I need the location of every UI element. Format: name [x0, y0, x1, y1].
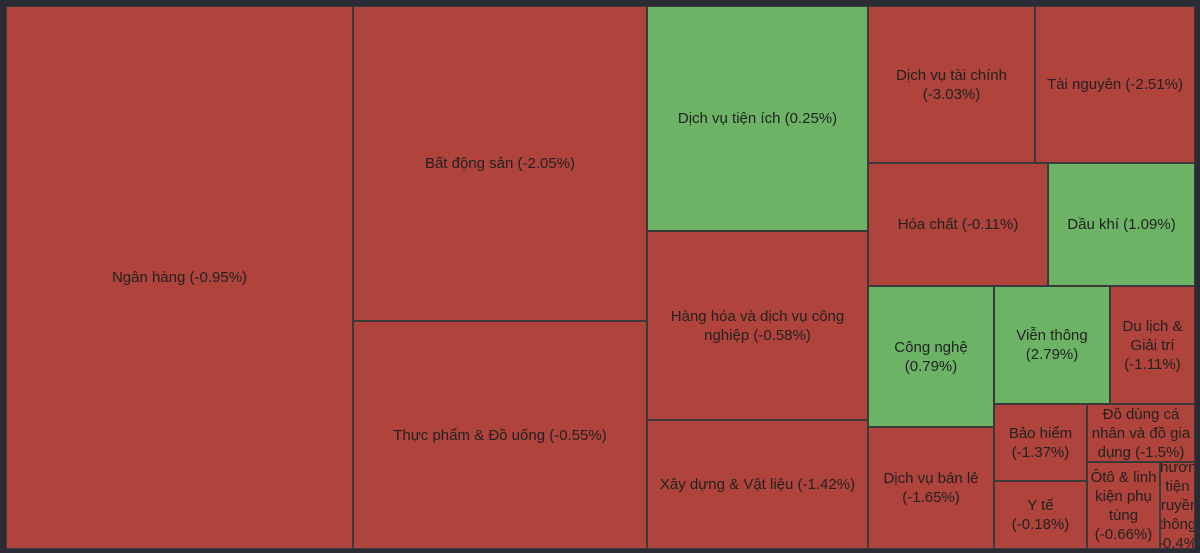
tile-value: (-2.51%) [1125, 76, 1183, 93]
tile-name: Thực phẩm & Đồ uống [393, 426, 546, 444]
tile-label: Xây dựng & Vật liệu (-1.42%) [660, 475, 855, 494]
tile-name: Dầu khí [1067, 216, 1119, 233]
tile-label: Hàng hóa và dịch vụ công nghiệp (-0.58%) [650, 307, 865, 345]
tile-value: (-1.42%) [797, 476, 856, 493]
tile-name: Công nghệ [894, 338, 968, 356]
tile-name: Hàng hóa và dịch vụ công nghiệp [670, 307, 845, 344]
tile-value: (-1.5%) [1135, 443, 1185, 461]
tile-value: (-2.05%) [517, 155, 576, 172]
tile-value: (-1.11%) [1124, 355, 1181, 373]
tile-label: Hóa chất (-0.11%) [898, 215, 1019, 234]
tile-value: (-0.18%) [1011, 516, 1070, 533]
tile-value: (1.09%) [1123, 216, 1176, 233]
tile: Hàng hóa và dịch vụ công nghiệp (-0.58%) [647, 231, 868, 420]
tile-label: Dịch vụ tài chính (-3.03%) [871, 66, 1032, 104]
tile-label: Dầu khí (1.09%) [1067, 215, 1175, 234]
tile-value: (0.79%) [904, 357, 958, 375]
tile-label: Tài nguyên (-2.51%) [1047, 75, 1183, 94]
tile: Xây dựng & Vật liệu (-1.42%) [647, 420, 868, 549]
tile: Bảo hiểm (-1.37%) [994, 404, 1087, 481]
tile: Đồ dùng cá nhân và đồ gia dụng (-1.5%) [1087, 404, 1195, 462]
tile-label: Đồ dùng cá nhân và đồ gia dụng (-1.5%) [1090, 405, 1192, 461]
tile-value: (0.25%) [784, 110, 838, 127]
tile-name: Xây dựng & Vật liệu [659, 476, 794, 493]
tile-value: (-0.55%) [549, 426, 607, 444]
tile-label: Ôtô & linh kiện phụ tùng (-0.66%) [1090, 468, 1157, 544]
tile-value: (2.79%) [1025, 346, 1079, 363]
tile-label: Du lịch & Giải trí (-1.11%) [1113, 317, 1192, 374]
tile-name: Viễn thông [1016, 327, 1088, 344]
tile-label: Bất động sản (-2.05%) [425, 154, 575, 173]
tile-label: Viễn thông (2.79%) [997, 326, 1107, 364]
tile: Hóa chất (-0.11%) [868, 163, 1048, 286]
tile-name: Bất động sản [424, 155, 514, 172]
tile-value: (-3.03%) [922, 85, 981, 103]
tile: Dịch vụ tiện ích (0.25%) [647, 6, 868, 231]
tile-name: Đồ dùng cá nhân và đồ gia dụng [1091, 405, 1191, 461]
tile: Ôtô & linh kiện phụ tùng (-0.66%) [1087, 462, 1160, 549]
tile-label: Dịch vụ tiện ích (0.25%) [678, 109, 837, 128]
tile-value: (-0.58%) [753, 326, 811, 344]
tile: Ngân hàng (-0.95%) [6, 6, 353, 549]
tile-name: Dịch vụ tiện ích [677, 110, 781, 127]
tile-label: Ngân hàng (-0.95%) [112, 268, 247, 287]
tile-label: Phương tiện truyền thông (-0.4%) [1160, 462, 1195, 549]
tile-name: Phương tiện truyền thông [1160, 462, 1195, 533]
tile-name: Dịch vụ bán lẻ [883, 470, 979, 487]
tile-name: Ngân hàng [111, 269, 186, 286]
tile: Phương tiện truyền thông (-0.4%) [1160, 462, 1195, 549]
tile-value: (-0.66%) [1094, 525, 1153, 543]
tile-name: Ôtô & linh kiện phụ tùng [1090, 468, 1157, 524]
tile: Công nghệ (0.79%) [868, 286, 994, 427]
tile-label: Bảo hiểm (-1.37%) [997, 424, 1084, 462]
tile-name: Tài nguyên [1047, 76, 1122, 93]
tile-value: (-1.65%) [902, 489, 960, 506]
tile-value: (-0.95%) [189, 269, 248, 286]
tile-label: Y tế (-0.18%) [997, 496, 1084, 534]
tile-label: Thực phẩm & Đồ uống (-0.55%) [393, 426, 607, 445]
tile-name: Dịch vụ tài chính [896, 66, 1007, 84]
tile: Tài nguyên (-2.51%) [1035, 6, 1195, 163]
tile: Du lịch & Giải trí (-1.11%) [1110, 286, 1195, 404]
tile: Dịch vụ bán lẻ (-1.65%) [868, 427, 994, 549]
tile-value: (-0.11%) [961, 216, 1019, 233]
tile-value: (-1.37%) [1011, 443, 1070, 461]
tile-name: Hóa chất [897, 216, 958, 233]
tile-name: Y tế [1027, 497, 1054, 514]
tile-name: Bảo hiểm [1008, 424, 1073, 442]
tile-label: Dịch vụ bán lẻ (-1.65%) [871, 469, 991, 507]
tile: Bất động sản (-2.05%) [353, 6, 647, 321]
tile-label: Công nghệ (0.79%) [871, 338, 991, 376]
tile: Y tế (-0.18%) [994, 481, 1087, 549]
tile-name: Du lịch & Giải trí [1122, 317, 1183, 354]
tile-value: (-0.4%) [1161, 535, 1194, 549]
tile: Dịch vụ tài chính (-3.03%) [868, 6, 1035, 163]
tile: Viễn thông (2.79%) [994, 286, 1110, 404]
tile: Thực phẩm & Đồ uống (-0.55%) [353, 321, 647, 549]
tile: Dầu khí (1.09%) [1048, 163, 1195, 286]
